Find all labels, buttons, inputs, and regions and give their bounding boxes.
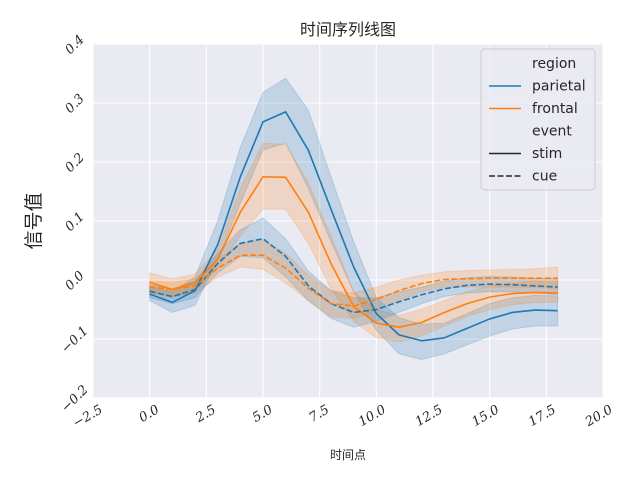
- legend-item-stim[interactable]: stim: [532, 146, 562, 162]
- x-tick-label: 5.0: [250, 402, 275, 425]
- x-tick-label: 12.5: [413, 402, 446, 429]
- y-axis-label: 信号值: [23, 192, 45, 249]
- parietal-cue-line: [149, 237, 558, 314]
- y-axis-ticks: −0.2−0.10.00.10.20.30.4: [59, 32, 92, 415]
- x-tick-label: 17.5: [526, 402, 559, 429]
- frontal-cue-band: [149, 239, 559, 319]
- frontal-stim-band: [149, 142, 559, 343]
- y-tick-label: 0.1: [62, 209, 87, 234]
- series-lines: [149, 111, 558, 342]
- legend[interactable]: region parietal frontal event stim cue: [480, 48, 596, 191]
- x-tick-label: 10.0: [356, 402, 389, 429]
- x-axis-label: 时间点: [330, 448, 366, 462]
- y-tick-label: 0.2: [62, 150, 87, 175]
- x-tick-label: 2.5: [192, 402, 218, 426]
- y-tick-label: 0.3: [62, 91, 87, 116]
- x-tick-label: 0.0: [137, 402, 162, 425]
- x-axis-ticks: −2.5 0.0 2.5 5.0 7.5 10.0 12.5 15.0 17.5 20.0: [71, 402, 616, 431]
- x-tick-label: 20.0: [582, 402, 615, 430]
- legend-heading-region: region: [532, 56, 576, 72]
- x-tick-label: 15.0: [469, 402, 502, 429]
- y-tick-label: −0.1: [59, 324, 92, 357]
- chart-title: 时间序列线图: [300, 20, 396, 39]
- legend-heading-event: event: [532, 124, 572, 140]
- legend-item-parietal[interactable]: parietal: [532, 79, 586, 95]
- legend-item-cue[interactable]: cue: [532, 169, 557, 185]
- y-tick-label: 0.0: [62, 268, 87, 293]
- legend-item-frontal[interactable]: frontal: [532, 101, 578, 117]
- x-tick-label: 7.5: [307, 402, 332, 425]
- parietal-stim-line: [149, 111, 558, 342]
- y-tick-label: 0.4: [62, 32, 87, 57]
- parietal-cue-band: [149, 217, 559, 328]
- legend-frame: [480, 48, 596, 191]
- frontal-cue-line: [149, 254, 558, 307]
